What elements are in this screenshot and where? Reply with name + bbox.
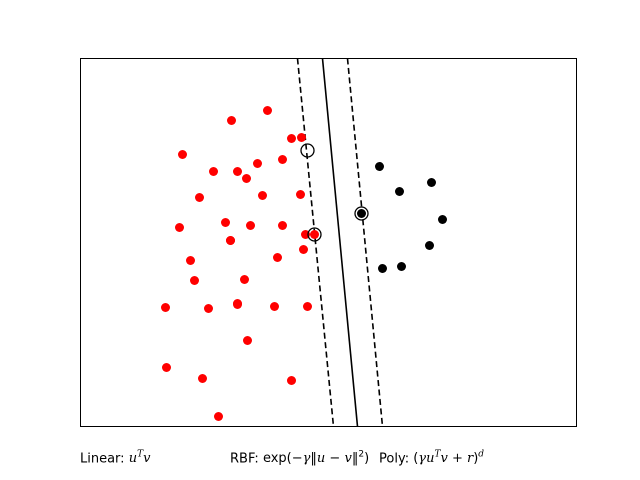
rbf-part-b: γ <box>302 451 311 467</box>
caption-linear-v: v <box>143 451 151 467</box>
class-a-point <box>161 303 170 312</box>
caption-linear: Linear: uTv <box>80 450 150 466</box>
class-a-point <box>226 236 235 245</box>
class-a-point <box>287 376 296 385</box>
support-vector-rings <box>300 143 369 242</box>
class-a-point <box>258 191 267 200</box>
caption-linear-u: u <box>128 451 138 467</box>
class-a-point <box>198 374 207 383</box>
class-a-point <box>233 300 242 309</box>
class-a-point <box>242 174 251 183</box>
rbf-part-c: ‖ <box>310 451 317 467</box>
class-a-point <box>221 218 230 227</box>
class-b-point <box>427 178 436 187</box>
poly-part-b: γu <box>418 451 435 467</box>
class-a-point <box>296 190 305 199</box>
rbf-part-f: v <box>344 451 352 467</box>
class-a-point <box>263 106 272 115</box>
class-a-point <box>278 155 287 164</box>
class-a-point <box>253 159 262 168</box>
class-b-point <box>375 162 384 171</box>
class-a-point <box>190 276 199 285</box>
class-a-point <box>195 193 204 202</box>
poly-part-e: ) <box>473 451 479 467</box>
class-a-point <box>243 336 252 345</box>
rbf-part-h: 2 <box>358 450 365 460</box>
decision-boundary-line <box>321 58 359 427</box>
caption-poly-label: Poly: <box>379 451 410 467</box>
class-a-point <box>233 167 242 176</box>
class-a-point <box>310 230 319 239</box>
caption-linear-formula: uTv <box>128 450 151 467</box>
class-a-point <box>204 304 213 313</box>
poly-part-d: v + r <box>440 451 474 467</box>
rbf-part-d: u <box>316 451 326 467</box>
class-a-point <box>214 412 223 421</box>
poly-part-f: d <box>478 450 485 460</box>
class-a-point <box>175 223 184 232</box>
rbf-part-g: ‖ <box>351 451 359 467</box>
caption-linear-label: Linear: <box>80 451 125 467</box>
support-vector-ring <box>307 227 322 242</box>
rbf-part-e: − <box>325 451 345 467</box>
margin-line-1 <box>296 58 335 427</box>
caption-poly: Poly: (γuTv + r)d <box>379 450 484 466</box>
class-b-point <box>395 187 404 196</box>
class-a-point <box>303 302 312 311</box>
class-a-point <box>299 245 308 254</box>
class-b-point <box>438 215 447 224</box>
caption-rbf-label: RBF: <box>230 451 259 467</box>
rbf-part-i: ) <box>364 451 370 467</box>
caption-rbf: RBF: exp(−γ‖u − v‖2) <box>230 450 369 466</box>
poly-part-c: T <box>434 450 441 460</box>
class-b-point <box>357 209 366 218</box>
class-a-point <box>240 275 249 284</box>
rbf-part-a: exp(− <box>262 451 303 467</box>
class-a-point <box>246 221 255 230</box>
margin-line-2 <box>346 58 384 427</box>
plot-frame <box>80 58 577 427</box>
class-b-point <box>378 264 387 273</box>
class-b-point <box>397 262 406 271</box>
class-a-point <box>287 134 296 143</box>
poly-part-a: ( <box>413 451 419 467</box>
class-a-point <box>297 133 306 142</box>
data-points <box>161 106 447 421</box>
caption-rbf-formula: exp(−γ‖u − v‖2) <box>262 450 370 467</box>
class-a-point <box>162 363 171 372</box>
support-vector-ring <box>354 206 369 221</box>
boundary-lines <box>296 58 384 427</box>
class-a-point <box>178 150 187 159</box>
caption-poly-formula: (γuTv + r)d <box>413 450 485 467</box>
support-vector-ring <box>300 143 315 158</box>
class-a-point <box>273 253 282 262</box>
class-a-point <box>270 302 279 311</box>
class-a-point <box>186 256 195 265</box>
caption-linear-sup: T <box>137 450 144 460</box>
class-a-point <box>278 221 287 230</box>
class-a-point <box>227 116 236 125</box>
class-b-point <box>425 241 434 250</box>
class-a-point <box>209 167 218 176</box>
